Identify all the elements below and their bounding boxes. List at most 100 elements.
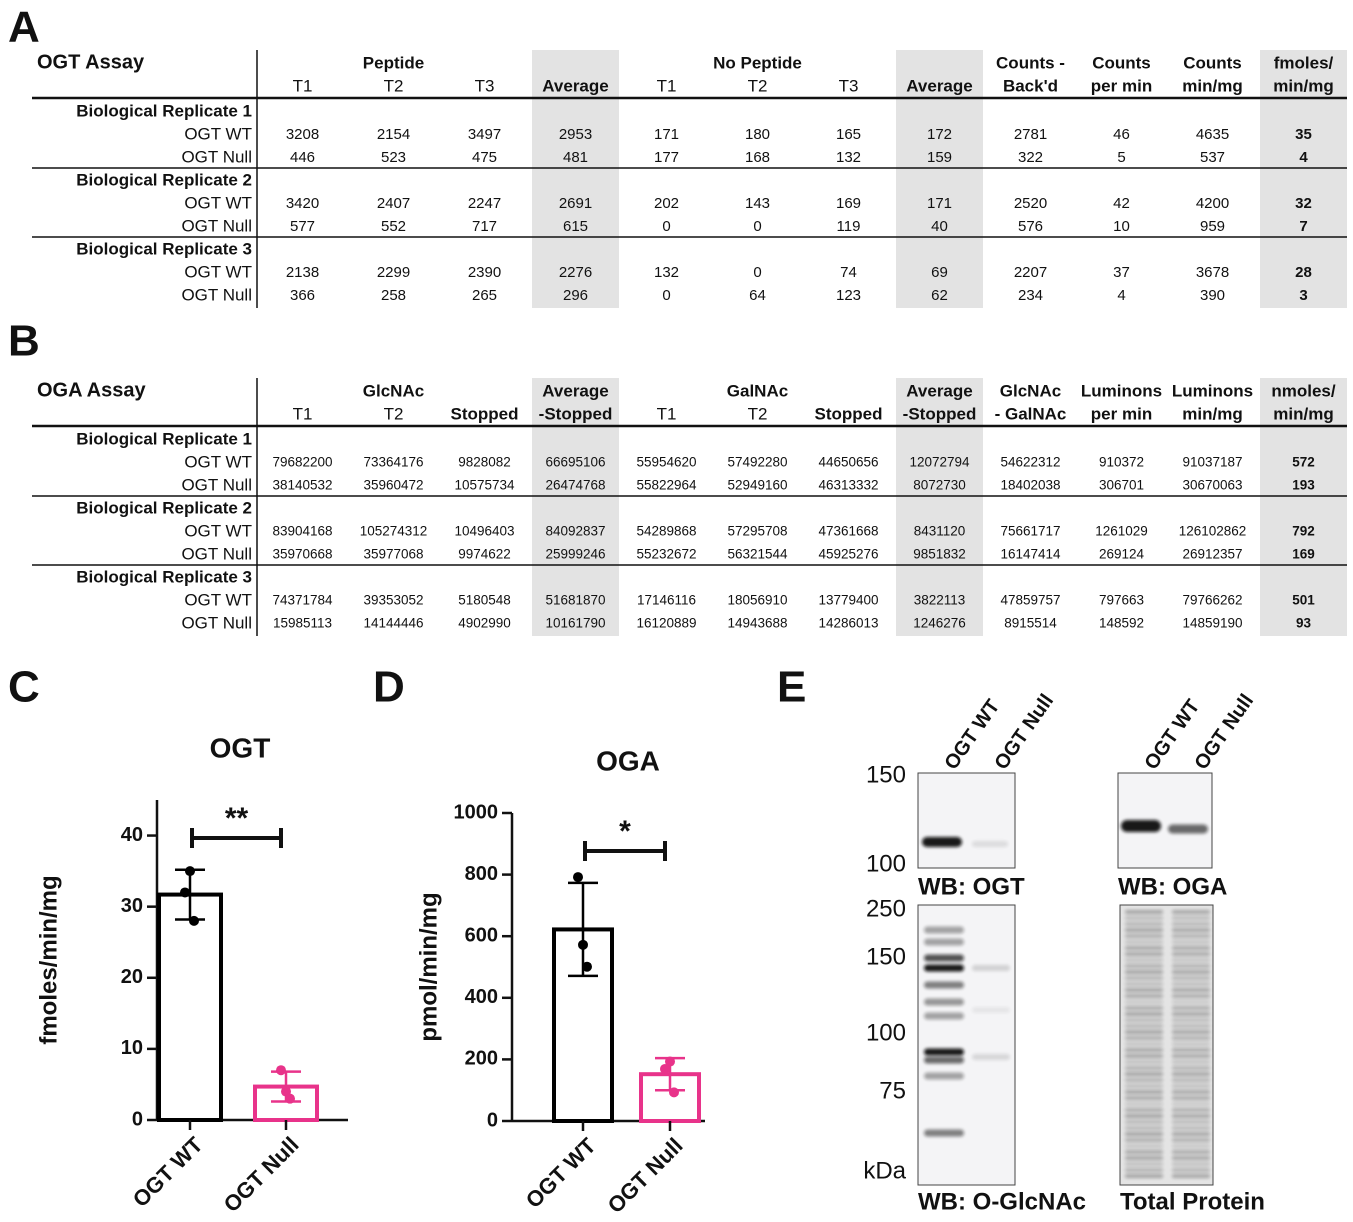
blot-band xyxy=(1172,1072,1210,1076)
blot-band xyxy=(922,837,962,847)
y-tick-label: 400 xyxy=(465,986,498,1008)
blot-band xyxy=(1172,1084,1210,1088)
marker-label: 100 xyxy=(866,850,906,877)
blot-band xyxy=(1125,1174,1163,1178)
blot-band xyxy=(1125,1054,1163,1058)
column-header: nmoles/ xyxy=(1271,381,1336,400)
blot-band xyxy=(1172,982,1210,986)
row-group-label: Biological Replicate 3 xyxy=(76,567,252,586)
table-cell: 10 xyxy=(1113,218,1130,235)
figure: ABCDEOGT AssayT1T2T3PeptideAverageT1T2T3… xyxy=(0,0,1353,1222)
bar xyxy=(159,895,221,1120)
table-cell: 171 xyxy=(927,195,952,212)
table-cell: 40 xyxy=(931,218,948,235)
table-cell: 55232672 xyxy=(636,547,696,562)
table-cell: 265 xyxy=(472,287,497,304)
x-tick-label: OGT WT xyxy=(521,1133,601,1213)
blot-band xyxy=(1172,994,1210,998)
panel-label: C xyxy=(8,663,40,712)
table-cell: 2781 xyxy=(1014,126,1047,143)
blot-band xyxy=(1172,1132,1210,1136)
panel-label: E xyxy=(777,663,806,712)
column-header: T3 xyxy=(839,76,859,95)
data-point xyxy=(573,872,583,882)
blot-band xyxy=(1125,994,1163,998)
table-cell: 123 xyxy=(836,287,861,304)
table-cell: 4 xyxy=(1117,287,1125,304)
table-cell: 18056910 xyxy=(727,593,787,608)
blot-band xyxy=(924,927,964,934)
table-cell: 35970668 xyxy=(272,547,332,562)
chart-title: OGA xyxy=(596,745,660,776)
table-cell: 105274312 xyxy=(360,524,428,539)
marker-label: 75 xyxy=(879,1077,906,1104)
table-cell: 18402038 xyxy=(1000,478,1060,493)
column-group-header: GlcNAc xyxy=(363,381,424,400)
table-cell: 4 xyxy=(1299,149,1308,166)
column-header: Stopped xyxy=(451,404,519,423)
table-cell: 73364176 xyxy=(363,455,423,470)
table-cell: 9828082 xyxy=(458,455,511,470)
column-header: Average xyxy=(542,76,608,95)
table-cell: 46 xyxy=(1113,126,1130,143)
table-cell: 10575734 xyxy=(454,478,515,493)
row-label: OGT Null xyxy=(181,285,252,304)
table-cell: 47859757 xyxy=(1000,593,1060,608)
data-point xyxy=(578,940,588,950)
blot-band xyxy=(1125,976,1163,980)
table-cell: 792 xyxy=(1292,524,1315,539)
column-header: min/mg xyxy=(1182,76,1242,95)
table-cell: 481 xyxy=(563,149,588,166)
blot xyxy=(918,905,1015,1185)
table-cell: 3420 xyxy=(286,195,319,212)
table-cell: 57295708 xyxy=(727,524,787,539)
blot-band xyxy=(1125,1030,1163,1034)
blot-band xyxy=(1172,970,1210,974)
blot-band xyxy=(1125,1060,1163,1064)
y-tick-label: 200 xyxy=(465,1048,498,1070)
row-label: OGT Null xyxy=(181,147,252,166)
blot-band xyxy=(1172,952,1210,956)
marker-label: 150 xyxy=(866,761,906,788)
blot-band xyxy=(1172,1048,1210,1052)
panel-label: B xyxy=(8,317,40,366)
table-cell: 132 xyxy=(836,149,861,166)
row-label: OGT Null xyxy=(181,216,252,235)
table-cell: 366 xyxy=(290,287,315,304)
table-title: OGT Assay xyxy=(37,51,145,73)
blot-band xyxy=(1125,1012,1163,1016)
blot-band xyxy=(1125,934,1163,938)
row-label: OGT WT xyxy=(184,452,252,471)
blot-band xyxy=(1125,1066,1163,1070)
blot-caption: WB: O-GlcNAc xyxy=(918,1188,1086,1215)
row-group-label: Biological Replicate 3 xyxy=(76,239,252,258)
blot-band xyxy=(1125,1108,1163,1112)
table-cell: 2953 xyxy=(559,126,592,143)
data-point xyxy=(660,1064,670,1074)
blot-band xyxy=(1125,952,1163,956)
table-cell: 306701 xyxy=(1099,478,1144,493)
column-header: T2 xyxy=(384,76,404,95)
table-cell: 16120889 xyxy=(636,616,696,631)
column-header: fmoles/ xyxy=(1274,53,1334,72)
blot-band xyxy=(1125,1078,1163,1082)
table-cell: 180 xyxy=(745,126,770,143)
table-cell: 16147414 xyxy=(1000,547,1061,562)
table-cell: 193 xyxy=(1292,478,1315,493)
blot-band xyxy=(1125,1072,1163,1076)
blot-band xyxy=(1172,1126,1210,1130)
blot-band xyxy=(924,939,964,946)
table-cell: 2520 xyxy=(1014,195,1047,212)
blot-band xyxy=(1172,958,1210,962)
column-header: T2 xyxy=(748,404,768,423)
lane-label: OGT Null xyxy=(990,690,1058,774)
blot-band xyxy=(1125,1132,1163,1136)
data-point xyxy=(185,866,195,876)
blot-band xyxy=(1172,916,1210,920)
column-header: Luminons xyxy=(1172,381,1253,400)
table-cell: 159 xyxy=(927,149,952,166)
table-cell: 0 xyxy=(662,218,670,235)
blot-band xyxy=(1125,1084,1163,1088)
table-cell: 3678 xyxy=(1196,264,1229,281)
blot-band xyxy=(1172,1024,1210,1028)
